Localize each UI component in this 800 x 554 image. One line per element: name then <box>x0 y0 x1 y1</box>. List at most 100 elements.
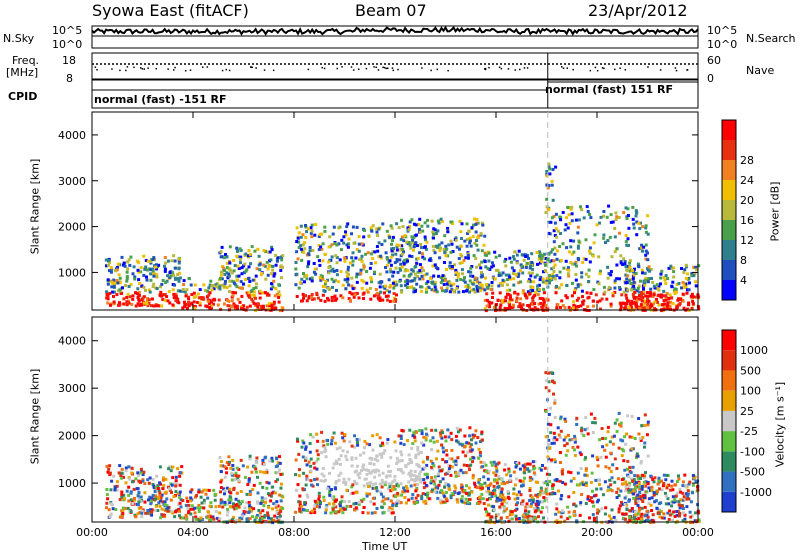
heatmap-cell <box>627 305 631 309</box>
heatmap-cell <box>445 471 449 475</box>
heatmap-cell <box>254 461 258 465</box>
heatmap-cell <box>225 261 229 265</box>
heatmap-cell <box>269 494 273 498</box>
heatmap-cell <box>219 486 223 490</box>
heatmap-cell <box>584 469 588 473</box>
heatmap-cell <box>182 283 186 286</box>
heatmap-cell <box>231 458 235 462</box>
heatmap-cell <box>341 436 345 440</box>
heatmap-cell <box>521 271 525 275</box>
heatmap-cell <box>414 453 418 457</box>
heatmap-cell <box>490 463 494 467</box>
heatmap-cell <box>602 233 606 237</box>
heatmap-cell <box>533 516 537 520</box>
heatmap-cell <box>617 494 621 498</box>
heatmap-cell <box>527 514 531 518</box>
heatmap-cell <box>352 241 356 245</box>
heatmap-cell <box>459 497 463 501</box>
heatmap-cell <box>472 287 476 291</box>
heatmap-cell <box>311 248 315 252</box>
heatmap-cell <box>501 493 505 497</box>
heatmap-cell <box>151 269 155 273</box>
heatmap-cell <box>281 254 285 258</box>
heatmap-cell <box>675 305 679 309</box>
heatmap-cell <box>454 236 458 240</box>
heatmap-cell <box>498 505 502 509</box>
heatmap-cell <box>483 298 487 302</box>
heatmap-cell <box>252 293 256 297</box>
heatmap-cell <box>423 221 427 225</box>
heatmap-cell <box>248 517 252 521</box>
heatmap-cell <box>241 514 245 518</box>
heatmap-cell <box>117 273 121 277</box>
heatmap-cell <box>139 499 143 503</box>
heatmap-cell <box>662 299 666 303</box>
heatmap-cell <box>523 515 527 519</box>
heatmap-cell <box>205 488 209 492</box>
heatmap-cell <box>393 487 397 491</box>
heatmap-cell <box>142 301 146 305</box>
heatmap-cell <box>500 298 504 302</box>
heatmap-cell <box>443 435 447 439</box>
heatmap-cell <box>461 488 465 492</box>
colorbar-tick-label: -25 <box>740 425 758 438</box>
heatmap-cell <box>137 290 141 294</box>
nsearch-tick-bottom: 10^0 <box>707 38 738 51</box>
heatmap-cell <box>260 496 264 500</box>
heatmap-cell <box>640 424 644 428</box>
nave-point <box>594 66 597 69</box>
heatmap-cell <box>470 288 474 292</box>
heatmap-cell <box>524 253 528 257</box>
heatmap-cell <box>393 440 397 444</box>
heatmap-cell <box>311 297 315 301</box>
heatmap-cell <box>158 293 162 297</box>
heatmap-cell <box>300 277 304 281</box>
heatmap-cell <box>225 461 229 464</box>
nsearch-label: N.Search <box>746 32 796 45</box>
heatmap-cell <box>232 281 236 285</box>
heatmap-cell <box>484 309 488 313</box>
heatmap-cell <box>334 510 338 514</box>
heatmap-cell <box>351 483 355 487</box>
heatmap-cell <box>440 220 444 224</box>
heatmap-cell <box>383 291 386 295</box>
heatmap-cell <box>485 510 489 514</box>
heatmap-cell <box>453 263 457 267</box>
heatmap-cell <box>243 510 247 514</box>
heatmap-cell <box>227 274 231 278</box>
heatmap-cell <box>121 506 125 510</box>
heatmap-cell <box>685 291 689 295</box>
heatmap-cell <box>366 482 370 486</box>
heatmap-cell <box>305 230 308 234</box>
y-tick-label: 2000 <box>58 221 86 234</box>
heatmap-cell <box>362 451 366 455</box>
heatmap-cell <box>582 257 586 261</box>
colorbar-segment <box>722 260 736 280</box>
heatmap-cell <box>573 304 577 308</box>
heatmap-cell <box>683 268 687 272</box>
heatmap-cell <box>178 496 182 500</box>
heatmap-cell <box>687 482 691 486</box>
heatmap-cell <box>498 291 502 295</box>
heatmap-cell <box>451 266 454 270</box>
heatmap-cell <box>488 301 492 305</box>
heatmap-cell <box>126 506 130 510</box>
heatmap-cell <box>121 512 125 515</box>
heatmap-cell <box>407 462 411 466</box>
heatmap-cell <box>501 278 505 282</box>
heatmap-cell <box>210 288 214 292</box>
heatmap-cell <box>655 283 659 287</box>
heatmap-cell <box>130 302 134 306</box>
heatmap-cell <box>543 466 547 470</box>
heatmap-cell <box>662 276 666 279</box>
heatmap-cell <box>425 493 429 497</box>
heatmap-cell <box>523 466 527 469</box>
heatmap-cell <box>459 244 463 248</box>
heatmap-cell <box>442 493 446 497</box>
heatmap-cell <box>176 467 180 471</box>
heatmap-cell <box>350 444 354 448</box>
heatmap-cell <box>574 272 578 276</box>
heatmap-cell <box>310 509 314 513</box>
heatmap-cell <box>544 481 548 485</box>
heatmap-cell <box>357 249 361 253</box>
